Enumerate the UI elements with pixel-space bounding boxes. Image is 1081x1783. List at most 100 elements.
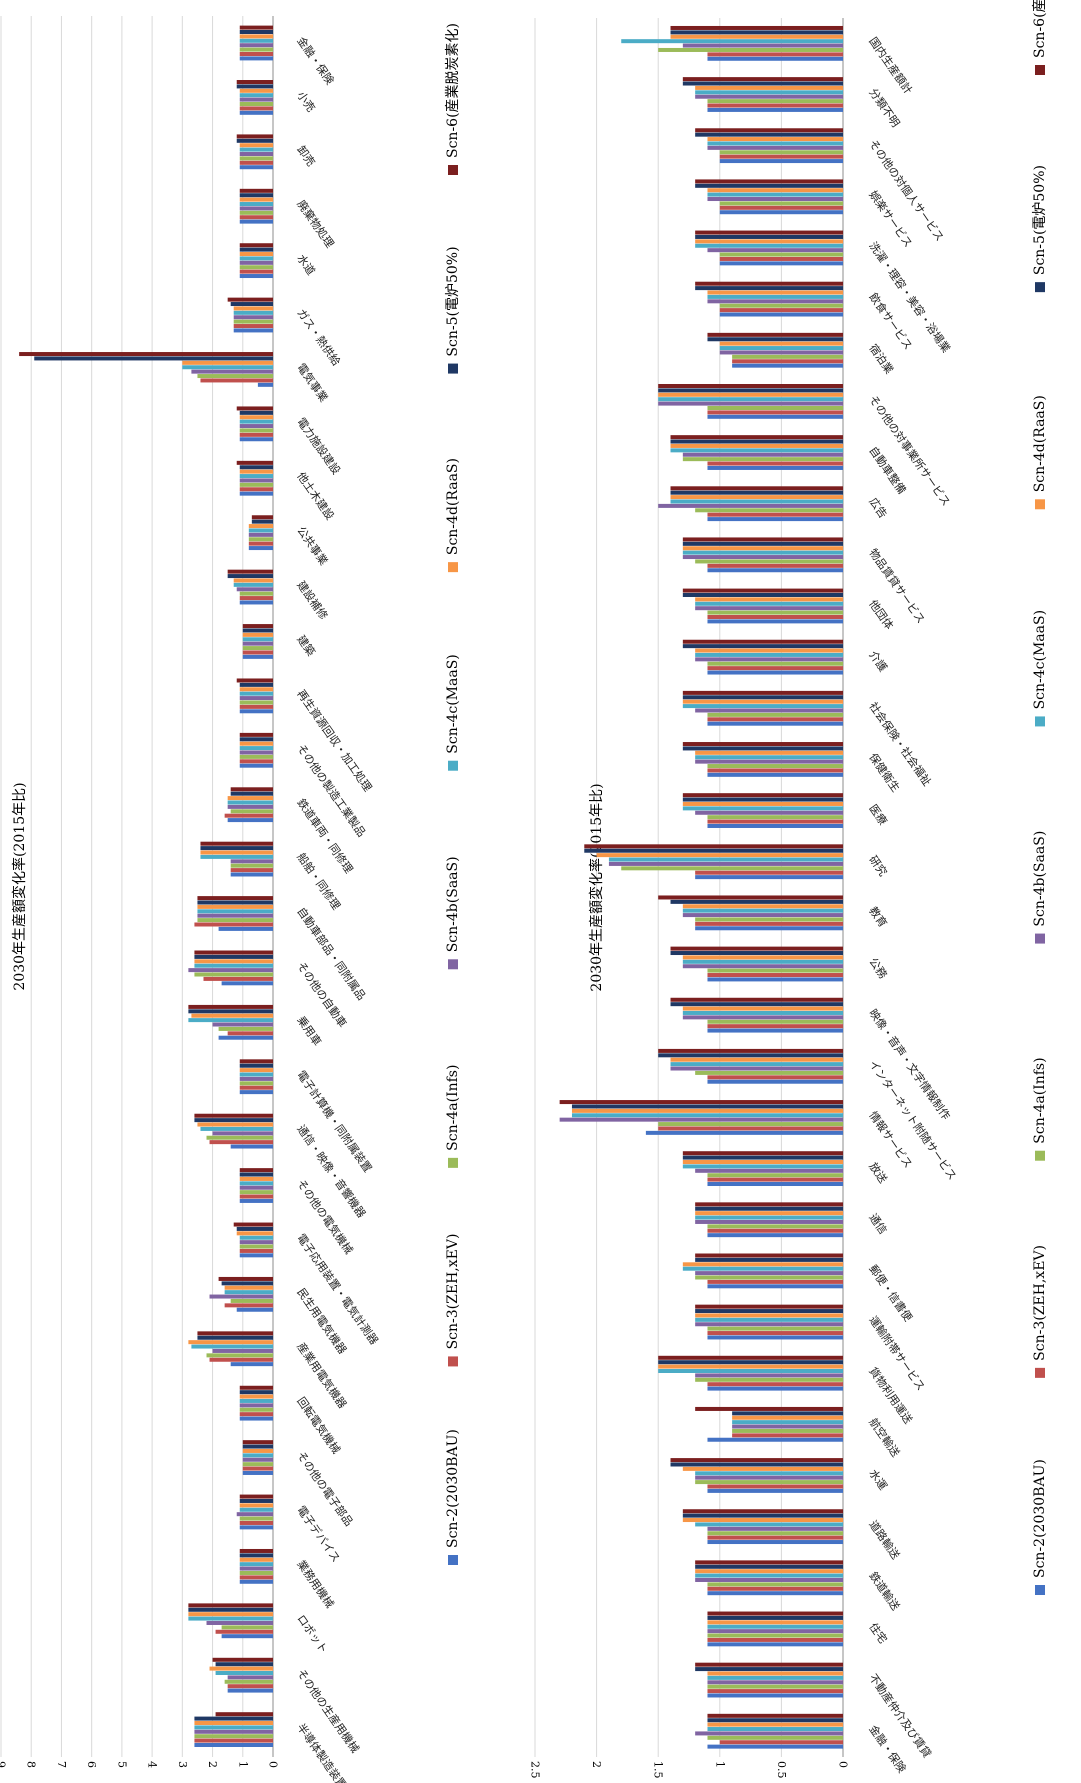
bar xyxy=(707,1531,843,1536)
bar xyxy=(682,1513,843,1518)
bar xyxy=(707,145,843,150)
bar xyxy=(707,712,843,717)
bar xyxy=(695,597,843,602)
bar xyxy=(224,1303,273,1308)
bar xyxy=(209,1140,273,1145)
category-label: 通信・映像・音響機器 xyxy=(294,1122,369,1220)
bar xyxy=(682,806,843,811)
bar xyxy=(239,759,273,764)
bar xyxy=(239,750,273,755)
legend-label: Scn-4a(Infs) xyxy=(445,1065,461,1151)
bar xyxy=(695,94,843,99)
bar xyxy=(239,210,273,215)
bar xyxy=(682,699,843,704)
bar xyxy=(707,1586,843,1591)
bar xyxy=(239,746,273,751)
bar xyxy=(251,515,273,520)
bar xyxy=(621,866,843,871)
bar xyxy=(695,1577,843,1582)
bar xyxy=(707,1233,843,1238)
category-label: 卸売 xyxy=(294,143,318,169)
bar xyxy=(206,1353,273,1358)
bar xyxy=(707,290,843,295)
bar xyxy=(707,1075,843,1080)
legend-swatch xyxy=(1035,1585,1045,1595)
legend-swatch xyxy=(1035,282,1045,293)
bar xyxy=(707,568,843,573)
bar xyxy=(239,1525,273,1530)
bar xyxy=(239,97,273,102)
bar xyxy=(242,1453,273,1458)
bar xyxy=(658,397,843,402)
bar xyxy=(682,546,843,551)
bar xyxy=(239,1398,273,1403)
bar xyxy=(732,1428,843,1433)
bar xyxy=(707,1228,843,1233)
bar xyxy=(707,1028,843,1033)
category-label: 不動産仲介及び賃貸 xyxy=(866,1671,934,1760)
bar xyxy=(227,804,273,809)
bar xyxy=(719,308,843,313)
bar xyxy=(194,963,273,968)
bar xyxy=(695,85,843,90)
legend-label: Scn-3(ZEH,xEV) xyxy=(445,1234,461,1350)
bar xyxy=(227,1675,273,1680)
bar xyxy=(707,1633,843,1638)
tick-label: 3 xyxy=(176,1761,189,1768)
bar xyxy=(236,134,273,139)
bar xyxy=(707,1680,843,1685)
bar xyxy=(239,265,273,270)
bar xyxy=(732,354,843,359)
bar xyxy=(239,1059,273,1064)
category-label: 廃棄物処理 xyxy=(294,197,337,250)
bar xyxy=(236,1226,273,1231)
bar xyxy=(608,861,843,866)
bar xyxy=(239,152,273,157)
tick-label: 5 xyxy=(115,1761,128,1768)
bar xyxy=(707,512,843,517)
bar xyxy=(236,406,273,411)
bar xyxy=(707,414,843,419)
bar xyxy=(239,1090,273,1095)
bar xyxy=(695,1522,843,1527)
category-label: 再生資源回収・加工処理 xyxy=(294,687,375,794)
bar xyxy=(707,248,843,253)
bar xyxy=(227,574,273,579)
bar xyxy=(707,1624,843,1629)
bar xyxy=(682,695,843,700)
bar xyxy=(242,628,273,633)
bar xyxy=(19,352,274,357)
bar xyxy=(227,818,273,823)
bar xyxy=(695,239,843,244)
bar xyxy=(233,582,273,587)
bar xyxy=(239,1194,273,1199)
bar xyxy=(239,1072,273,1077)
bar xyxy=(707,1693,843,1698)
bar xyxy=(682,1010,843,1015)
legend-label: Scn-4b(SaaS) xyxy=(1032,831,1048,927)
bar xyxy=(257,382,273,387)
bar xyxy=(695,606,843,611)
bar xyxy=(682,1466,843,1471)
bar xyxy=(584,848,843,853)
category-label: ガス・熱供給 xyxy=(294,306,343,368)
category-label: 電力施設建設 xyxy=(294,415,343,477)
bar xyxy=(695,1271,843,1276)
bar xyxy=(200,1126,273,1131)
bar xyxy=(239,1168,273,1173)
bar xyxy=(239,1181,273,1186)
bar xyxy=(188,1616,273,1621)
bar xyxy=(682,908,843,913)
bar xyxy=(212,1131,273,1136)
bar xyxy=(658,895,843,900)
bar xyxy=(670,899,843,904)
bar xyxy=(194,1118,273,1123)
tick-label: 0 xyxy=(267,1761,280,1768)
bar xyxy=(200,854,273,859)
category-label: 医療 xyxy=(866,802,890,828)
bar xyxy=(695,1309,843,1314)
bar xyxy=(239,52,273,57)
bar xyxy=(707,1727,843,1732)
bar xyxy=(230,863,273,868)
category-label: 鉄道輸送 xyxy=(866,1569,903,1613)
